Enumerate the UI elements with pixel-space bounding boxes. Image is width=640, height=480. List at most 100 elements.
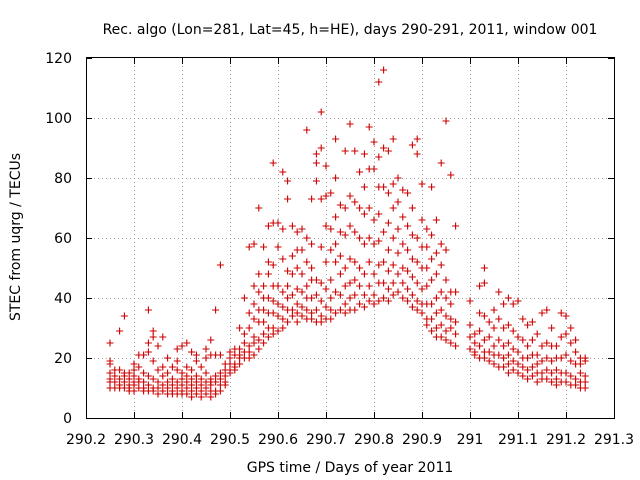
data-point	[485, 318, 493, 326]
x-tick-label: 290.5	[210, 432, 250, 448]
data-point	[144, 372, 152, 380]
data-point	[552, 381, 560, 389]
data-point	[447, 315, 455, 323]
data-point	[509, 345, 517, 353]
data-point	[298, 303, 306, 311]
data-point	[226, 354, 234, 362]
data-point	[360, 183, 368, 191]
data-point	[144, 339, 152, 347]
data-point	[341, 204, 349, 212]
data-point	[543, 354, 551, 362]
data-point	[312, 159, 320, 167]
data-point	[125, 375, 133, 383]
data-point	[514, 333, 522, 341]
data-point	[509, 300, 517, 308]
data-point	[183, 384, 191, 392]
data-point	[394, 270, 402, 278]
data-point	[452, 318, 460, 326]
data-point	[164, 384, 172, 392]
data-point	[260, 282, 268, 290]
data-point	[231, 366, 239, 374]
data-point	[562, 378, 570, 386]
data-point	[428, 255, 436, 263]
data-point	[317, 312, 325, 320]
data-point	[216, 387, 224, 395]
data-point	[404, 222, 412, 230]
data-point	[274, 312, 282, 320]
data-point	[365, 204, 373, 212]
x-tick-label: 291.3	[594, 432, 634, 448]
data-point	[548, 324, 556, 332]
data-point	[173, 345, 181, 353]
data-point	[394, 225, 402, 233]
data-point	[533, 378, 541, 386]
data-point	[332, 135, 340, 143]
data-point	[144, 306, 152, 314]
data-point	[308, 264, 316, 272]
data-point	[524, 321, 532, 329]
data-point	[322, 303, 330, 311]
data-point	[375, 297, 383, 305]
data-point	[288, 306, 296, 314]
data-point	[404, 246, 412, 254]
data-point	[370, 300, 378, 308]
data-point	[279, 168, 287, 176]
data-point	[197, 363, 205, 371]
data-point	[144, 348, 152, 356]
data-point	[581, 384, 589, 392]
data-point	[140, 378, 148, 386]
data-point	[509, 327, 517, 335]
data-point	[447, 171, 455, 179]
data-point	[485, 357, 493, 365]
data-point	[111, 378, 119, 386]
data-point	[380, 294, 388, 302]
data-point	[466, 333, 474, 341]
data-point	[552, 342, 560, 350]
data-point	[279, 324, 287, 332]
data-point	[533, 360, 541, 368]
data-point	[365, 282, 373, 290]
data-point	[490, 360, 498, 368]
data-point	[288, 222, 296, 230]
data-point	[260, 330, 268, 338]
data-point	[317, 108, 325, 116]
x-axis-label: GPS time / Days of year 2011	[247, 460, 454, 476]
data-point	[168, 375, 176, 383]
data-point	[130, 372, 138, 380]
data-point	[303, 258, 311, 266]
data-point	[365, 123, 373, 131]
data-point	[480, 312, 488, 320]
data-point	[471, 339, 479, 347]
data-point	[404, 285, 412, 293]
data-point	[528, 336, 536, 344]
data-point	[432, 309, 440, 317]
y-tick-label: 120	[45, 51, 72, 67]
data-point	[216, 351, 224, 359]
data-point	[413, 306, 421, 314]
data-point	[490, 306, 498, 314]
data-point	[288, 291, 296, 299]
data-point	[317, 279, 325, 287]
data-point	[298, 246, 306, 254]
data-point	[375, 210, 383, 218]
data-point	[346, 255, 354, 263]
data-point	[293, 309, 301, 317]
data-point	[394, 198, 402, 206]
data-point	[394, 288, 402, 296]
y-tick-label: 100	[45, 111, 72, 127]
data-point	[221, 372, 229, 380]
data-point	[317, 144, 325, 152]
data-point	[432, 216, 440, 224]
data-point	[260, 339, 268, 347]
data-point	[581, 357, 589, 365]
data-point	[423, 321, 431, 329]
data-point	[207, 393, 215, 401]
data-point	[149, 375, 157, 383]
data-point	[346, 120, 354, 128]
data-point	[188, 366, 196, 374]
data-point	[528, 372, 536, 380]
data-point	[524, 366, 532, 374]
data-point	[495, 315, 503, 323]
data-point	[418, 180, 426, 188]
